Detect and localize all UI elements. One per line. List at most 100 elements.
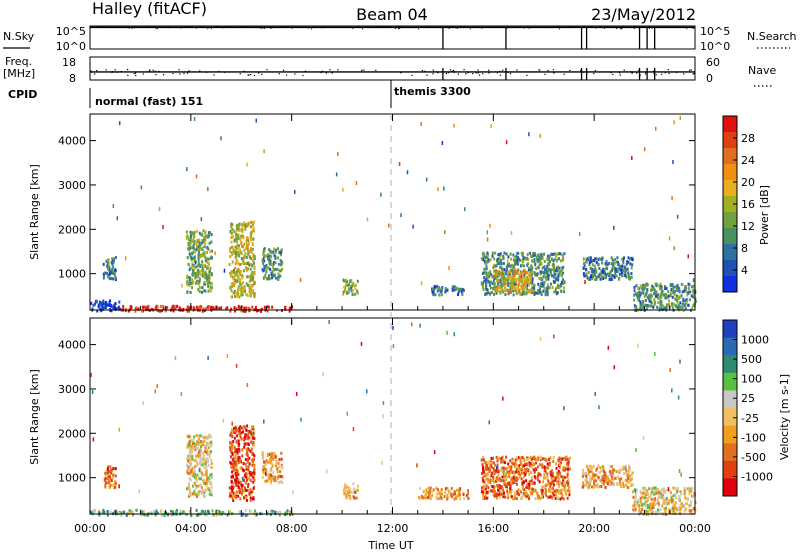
nsearch-dot [427, 26, 429, 28]
range-cell [230, 222, 233, 226]
range-cell [683, 486, 686, 490]
range-cell [664, 296, 667, 300]
range-cell [500, 287, 503, 291]
range-cell [198, 241, 201, 245]
range-cell [547, 482, 550, 486]
nave-dot [630, 71, 632, 73]
range-cell [112, 265, 115, 269]
range-cell [239, 272, 242, 276]
range-cell [649, 304, 652, 308]
y-tick-label: 3000 [58, 383, 86, 396]
nave-dot [249, 73, 252, 76]
range-cell [244, 223, 247, 227]
range-cell [262, 252, 265, 256]
range-cell [231, 253, 234, 257]
range-cell [480, 257, 483, 261]
range-cell [525, 292, 528, 296]
range-cell [274, 475, 277, 479]
range-cell [250, 250, 253, 254]
range-cell [534, 457, 537, 461]
range-cell [233, 426, 236, 430]
range-cell [247, 252, 250, 256]
range-cell [496, 496, 499, 500]
range-cell [114, 480, 117, 484]
range-cell [536, 465, 539, 469]
range-cell [230, 232, 233, 236]
nave-dot [325, 72, 327, 74]
range-cell [455, 495, 458, 499]
range-cell [566, 463, 569, 467]
range-cell [683, 491, 686, 495]
nave-dot [553, 71, 555, 73]
range-cell [253, 255, 256, 259]
nsearch-tick-hi: 10^5 [700, 25, 730, 38]
range-cell [635, 448, 637, 453]
range-cell [234, 252, 237, 256]
range-cell [111, 469, 114, 473]
range-cell [232, 491, 235, 495]
range-cell [436, 492, 439, 496]
range-cell [174, 356, 177, 361]
range-cell [265, 479, 268, 483]
nave-dot [499, 70, 501, 73]
range-cell [546, 270, 549, 274]
nave-dot [451, 70, 453, 72]
y-tick-label: 4000 [58, 135, 86, 148]
range-cell [273, 453, 276, 457]
range-cell [524, 473, 527, 477]
range-cell [142, 509, 145, 513]
range-cell [692, 304, 695, 308]
range-cell [234, 255, 237, 259]
range-cell [657, 499, 660, 503]
range-cell [216, 509, 219, 513]
range-cell [246, 283, 249, 287]
range-cell [551, 267, 554, 271]
range-cell [676, 298, 679, 302]
range-cell [191, 269, 194, 273]
range-cell [268, 459, 271, 463]
range-cell [598, 405, 600, 410]
range-cell [585, 257, 588, 261]
range-cell [500, 492, 503, 496]
range-cell [556, 481, 559, 485]
range-cell [238, 227, 241, 231]
range-cell [272, 451, 275, 455]
range-cell [239, 270, 242, 274]
range-cell [280, 251, 283, 255]
x-tick-label: 00:00 [74, 522, 106, 535]
colorbar-tick-label: -500 [741, 451, 766, 464]
range-cell [566, 474, 569, 478]
nave-label: Nave [748, 64, 776, 77]
range-cell [641, 486, 644, 490]
range-cell [490, 456, 493, 460]
nave-dot [239, 73, 241, 75]
range-cell [197, 446, 200, 450]
range-cell [425, 488, 428, 492]
range-cell [653, 302, 656, 306]
range-cell [545, 466, 548, 470]
range-cell [192, 474, 195, 478]
range-cell [210, 489, 213, 493]
range-cell [248, 285, 251, 289]
range-cell [350, 491, 353, 495]
range-cell [241, 289, 244, 293]
range-cell [536, 260, 539, 264]
range-cell [540, 292, 543, 296]
range-cell [192, 268, 195, 272]
range-cell [492, 279, 495, 283]
nsearch-dot [616, 28, 618, 30]
colorbar-tick-label: 8 [741, 242, 748, 255]
range-cell [241, 430, 244, 434]
range-cell [558, 286, 561, 290]
colorbar-tick-label: 24 [741, 154, 755, 167]
range-cell [545, 483, 548, 487]
range-cell [508, 289, 511, 293]
range-cell [504, 472, 507, 476]
range-cell [106, 513, 109, 517]
range-cell [247, 447, 250, 451]
range-cell [344, 288, 347, 292]
range-cell [494, 251, 497, 255]
range-cell [198, 285, 201, 289]
range-cell [550, 477, 553, 481]
nave-dot [304, 70, 307, 72]
